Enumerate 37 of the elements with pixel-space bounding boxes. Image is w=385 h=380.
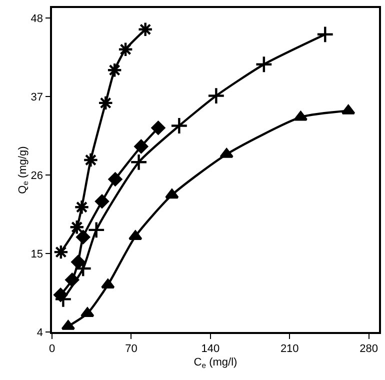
point bbox=[71, 255, 86, 270]
x-tick-label: 210 bbox=[280, 342, 299, 355]
point bbox=[316, 26, 334, 44]
point bbox=[108, 172, 122, 186]
point bbox=[98, 95, 114, 111]
point bbox=[80, 307, 94, 318]
point bbox=[170, 116, 188, 135]
y-tick-label: 4 bbox=[36, 326, 44, 339]
point bbox=[83, 152, 98, 168]
point bbox=[255, 56, 273, 74]
y-tick-label: 37 bbox=[30, 91, 44, 104]
point bbox=[165, 188, 179, 199]
point bbox=[118, 42, 134, 58]
x-tick-label: 70 bbox=[125, 342, 138, 355]
point bbox=[74, 199, 90, 215]
point bbox=[95, 194, 109, 208]
y-tick-label: 48 bbox=[30, 12, 44, 25]
y-tick-label: 15 bbox=[30, 248, 44, 260]
point bbox=[76, 230, 90, 244]
x-axis-title: C$_{e}$ (mg/l) bbox=[194, 356, 238, 370]
x-tick-label: 280 bbox=[360, 342, 378, 355]
x-tick-label: 140 bbox=[201, 342, 220, 355]
point bbox=[220, 148, 234, 158]
point bbox=[69, 219, 85, 235]
y-tick-label: 26 bbox=[30, 170, 44, 182]
point bbox=[134, 140, 148, 154]
point bbox=[74, 260, 92, 278]
point bbox=[138, 22, 154, 38]
point bbox=[88, 221, 106, 239]
point bbox=[151, 120, 166, 135]
point bbox=[207, 86, 225, 105]
point bbox=[101, 278, 115, 288]
point bbox=[128, 230, 142, 240]
point bbox=[53, 244, 69, 260]
x-tick-label: 0 bbox=[48, 342, 56, 355]
point bbox=[106, 62, 122, 78]
point bbox=[130, 153, 148, 171]
